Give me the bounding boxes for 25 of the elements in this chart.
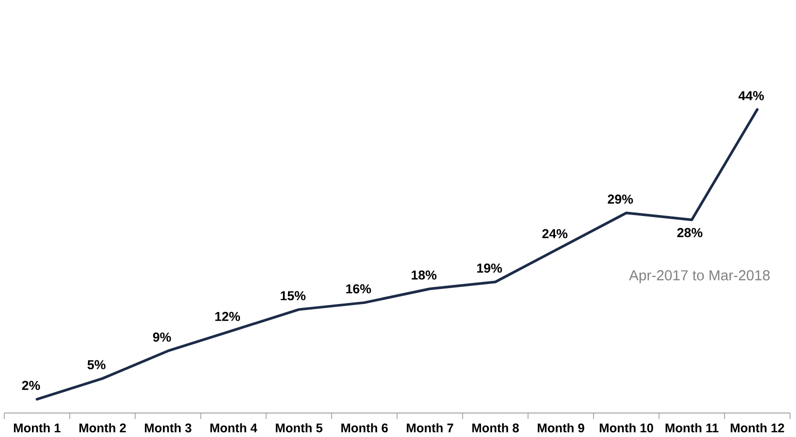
data-label: 2% xyxy=(22,380,40,390)
x-tick-label: Month 5 xyxy=(276,423,322,432)
data-label: 24% xyxy=(542,229,568,238)
data-label: 12% xyxy=(215,312,240,322)
data-label: 9% xyxy=(153,332,171,342)
x-tick-label: Month 10 xyxy=(600,423,654,432)
x-tick-label: Month 1 xyxy=(14,423,60,432)
data-label: 28% xyxy=(677,228,702,238)
data-label: 5% xyxy=(88,360,106,370)
x-tick-label: Month 12 xyxy=(730,423,784,432)
annotation: Apr-2017 to Mar-2018 xyxy=(629,270,770,284)
x-tick-label: Month 9 xyxy=(538,423,584,432)
data-label: 29% xyxy=(608,194,633,204)
x-tick-label: Month 8 xyxy=(472,423,519,432)
x-tick-label: Month 6 xyxy=(341,423,388,432)
x-tick-label: Month 7 xyxy=(406,423,454,432)
data-label: 15% xyxy=(280,291,306,300)
x-tick-label: Month 4 xyxy=(210,423,258,432)
data-label: 18% xyxy=(412,270,436,280)
data-label: 44% xyxy=(738,91,764,100)
data-label: 19% xyxy=(477,264,502,273)
data-label: 16% xyxy=(346,284,371,294)
x-tick-label: Month 11 xyxy=(666,423,718,432)
x-tick-label: Month 3 xyxy=(144,423,192,432)
x-tick-label: Month 2 xyxy=(79,423,126,432)
